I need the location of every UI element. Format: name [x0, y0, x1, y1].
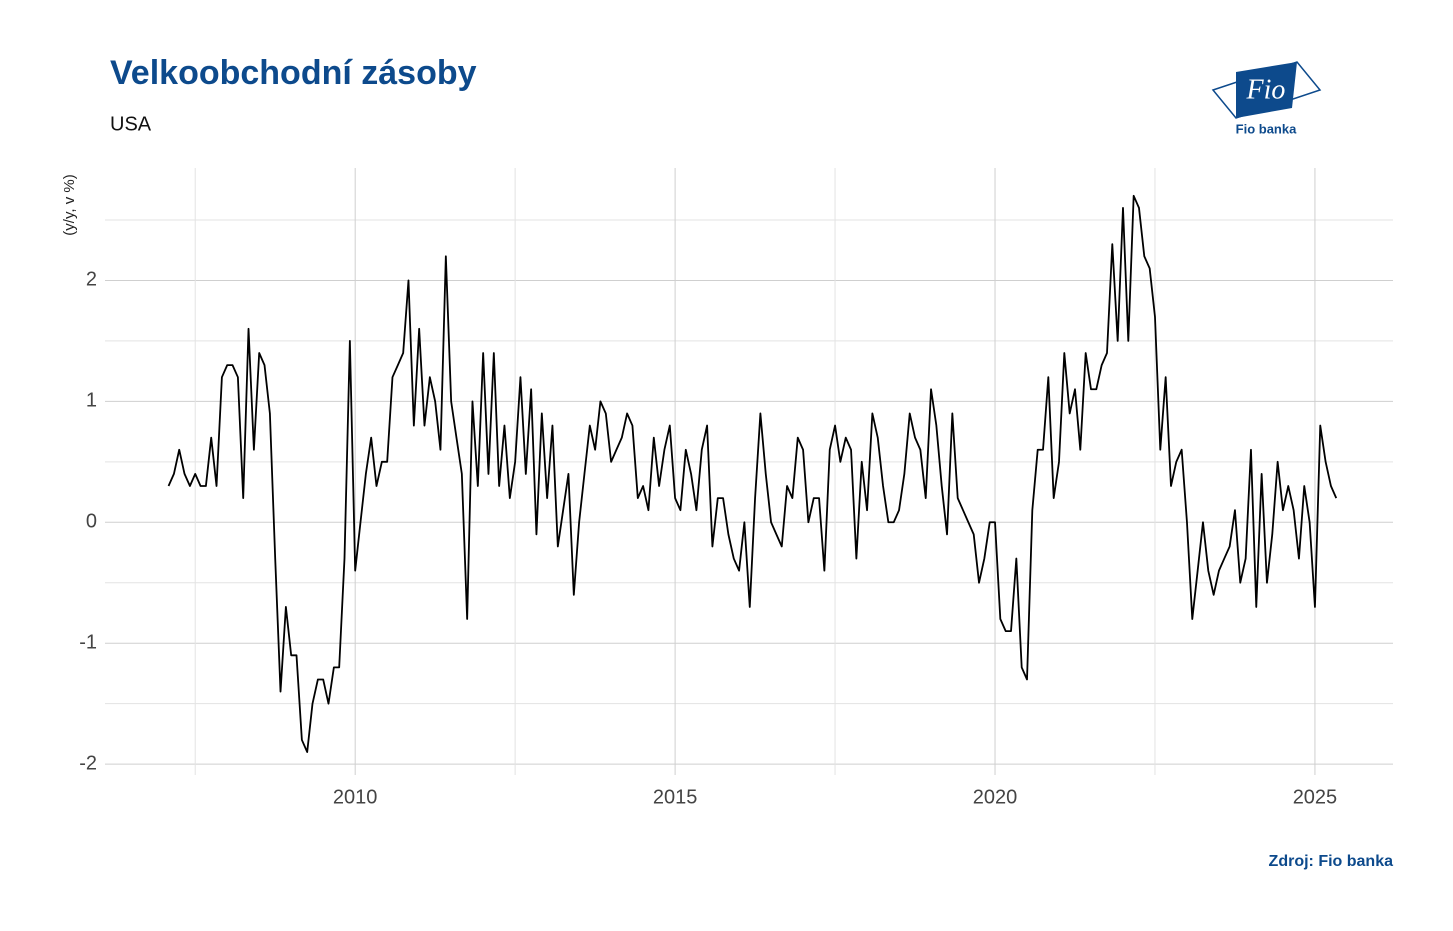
- x-tick-label: 2020: [973, 786, 1018, 808]
- data-line: [167, 194, 1338, 753]
- logo: Fio Fio banka: [1211, 61, 1322, 136]
- grid: [105, 168, 1393, 775]
- y-tick-label: -1: [79, 631, 97, 653]
- source-note: Zdroj: Fio banka: [1269, 853, 1394, 870]
- logo-name: Fio banka: [1236, 121, 1297, 136]
- x-tick-label: 2015: [653, 786, 698, 808]
- chart-subtitle: USA: [110, 113, 152, 135]
- chart-title: Velkoobchodní zásoby: [110, 54, 477, 92]
- y-tick-label: 0: [86, 511, 97, 533]
- x-tick-label: 2010: [333, 786, 378, 808]
- logo-mark: Fio: [1246, 74, 1286, 105]
- y-tick-label: 2: [86, 269, 97, 291]
- y-axis-label: (y/y, v %): [61, 174, 78, 235]
- logo-flag: [1236, 62, 1297, 118]
- x-tick-label: 2025: [1293, 786, 1338, 808]
- y-tick-label: -2: [79, 752, 97, 774]
- plot: -2 -1 0 1 2 2010 2015 2020 2025: [79, 194, 1338, 808]
- y-tick-label: 1: [86, 390, 97, 412]
